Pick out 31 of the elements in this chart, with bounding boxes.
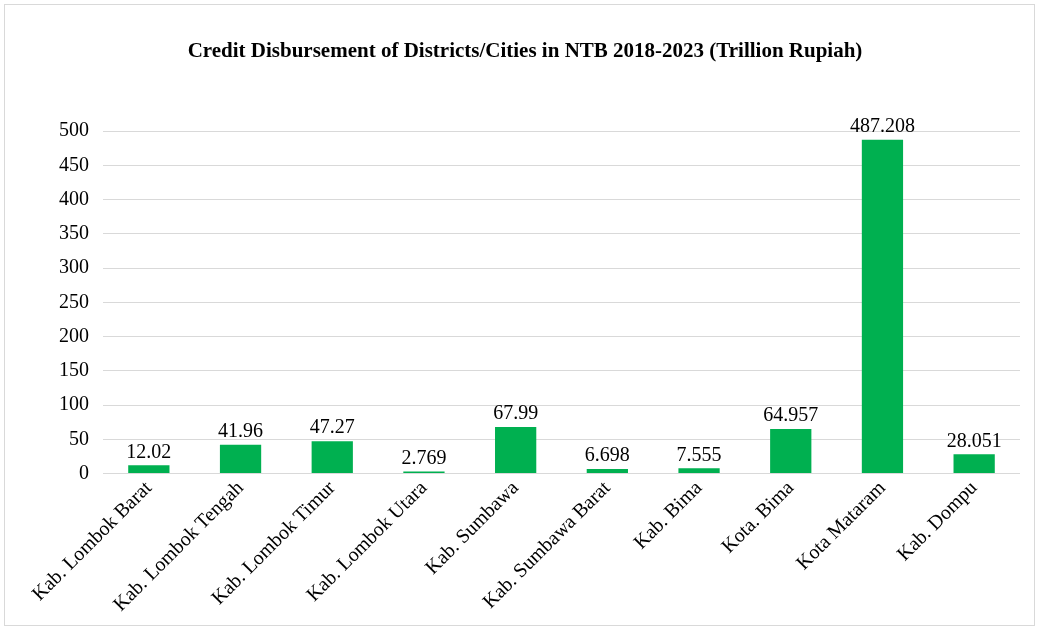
y-tick-label: 0 (79, 460, 89, 483)
bar (586, 468, 628, 474)
y-tick-label: 200 (59, 323, 89, 346)
bar (770, 429, 812, 474)
data-label: 7.555 (676, 442, 722, 465)
y-tick-label: 100 (59, 392, 89, 415)
y-tick-label: 300 (59, 255, 89, 278)
y-tick-label: 450 (59, 152, 89, 175)
y-tick-label: 400 (59, 186, 89, 209)
data-label: 28.051 (946, 428, 1002, 451)
bar (219, 444, 262, 474)
bar (861, 139, 904, 474)
bar (678, 468, 720, 474)
y-tick-label: 150 (59, 358, 89, 381)
bar (495, 426, 537, 474)
y-tick-label: 50 (69, 426, 89, 449)
data-label: 47.27 (309, 415, 355, 438)
data-label: 6.698 (584, 443, 630, 466)
data-label: 67.99 (493, 401, 539, 424)
data-label: 41.96 (218, 419, 264, 442)
bar (311, 441, 353, 474)
bar (953, 454, 995, 474)
data-label: 12.02 (126, 439, 172, 462)
data-label: 487.208 (849, 114, 915, 137)
y-tick-label: 350 (59, 221, 89, 244)
y-tick-label: 500 (59, 118, 89, 141)
bar (128, 465, 170, 474)
data-label: 64.957 (763, 403, 819, 426)
chart-title: Credit Disbursement of Districts/Cities in NTB 2018-2023 (Trillion Rupiah) (186, 37, 864, 64)
y-tick-label: 250 (59, 289, 89, 312)
data-label: 2.769 (401, 445, 447, 468)
